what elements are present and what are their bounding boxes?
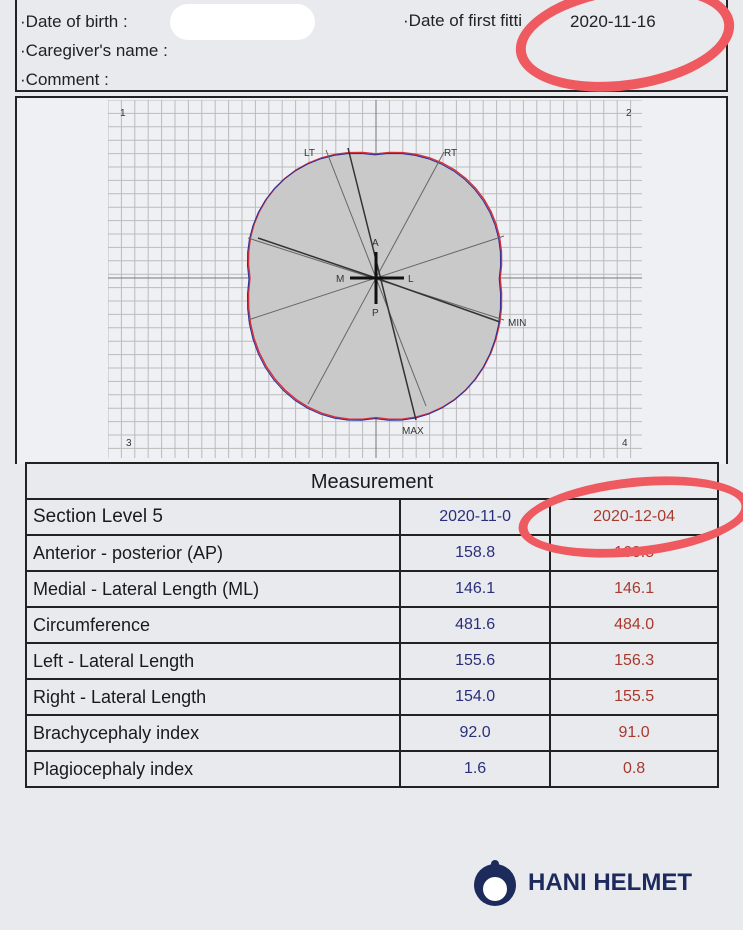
corner-1: 1 bbox=[120, 108, 126, 119]
section-label: Section Level 5 bbox=[25, 498, 401, 536]
measurement-table: Section Level 5 2020-11-0 2020-12-04 Ant… bbox=[25, 498, 719, 788]
head-contour-prior bbox=[247, 152, 502, 421]
table-row: Medial - Lateral Length (ML) 146.1 146.1 bbox=[25, 570, 719, 608]
value-1: 92.0 bbox=[398, 714, 552, 752]
value-2: 484.0 bbox=[549, 606, 719, 644]
label-max: MAX bbox=[402, 426, 424, 437]
label-m: M bbox=[336, 274, 344, 285]
row-label: Plagiocephaly index bbox=[25, 750, 401, 788]
head-shape-plot: 1 2 3 4 LT RT MIN MAX A P M L bbox=[108, 100, 642, 458]
table-row: Brachycephaly index 92.0 91.0 bbox=[25, 714, 719, 752]
first-fitting-value: 2020-11-16 bbox=[570, 12, 656, 31]
measurement-title: Measurement bbox=[25, 462, 719, 498]
label-min: MIN bbox=[508, 318, 526, 329]
value-1: 155.6 bbox=[398, 642, 552, 680]
table-row: Circumference 481.6 484.0 bbox=[25, 606, 719, 644]
value-2: 155.5 bbox=[549, 678, 719, 716]
date-column-1: 2020-11-0 bbox=[398, 498, 552, 536]
corner-2: 2 bbox=[626, 108, 632, 119]
table-row: Plagiocephaly index 1.6 0.8 bbox=[25, 750, 719, 788]
table-header-row: Section Level 5 2020-11-0 2020-12-04 bbox=[25, 498, 719, 536]
label-lt: LT bbox=[304, 148, 315, 159]
value-2: 156.3 bbox=[549, 642, 719, 680]
row-label: Circumference bbox=[25, 606, 401, 644]
caregiver-label: ·Caregiver's name : bbox=[20, 41, 168, 60]
table-row: Right - Lateral Length 154.0 155.5 bbox=[25, 678, 719, 716]
brand-logo: HANI HELMET bbox=[470, 858, 692, 908]
logo-text: HANI HELMET bbox=[528, 869, 692, 896]
label-a: A bbox=[372, 238, 379, 249]
patient-info-box bbox=[15, 0, 728, 92]
value-1: 481.6 bbox=[398, 606, 552, 644]
row-label: Medial - Lateral Length (ML) bbox=[25, 570, 401, 608]
value-2: 160.5 bbox=[549, 534, 719, 572]
date-column-2: 2020-12-04 bbox=[549, 498, 719, 536]
row-label: Left - Lateral Length bbox=[25, 642, 401, 680]
value-2: 0.8 bbox=[549, 750, 719, 788]
row-label: Right - Lateral Length bbox=[25, 678, 401, 716]
value-1: 146.1 bbox=[398, 570, 552, 608]
table-row: Anterior - posterior (AP) 158.8 160.5 bbox=[25, 534, 719, 572]
date-of-birth-label: ·Date of birth : bbox=[20, 12, 128, 31]
corner-4: 4 bbox=[622, 438, 628, 449]
helmet-logo-icon bbox=[474, 860, 516, 906]
value-1: 158.8 bbox=[398, 534, 552, 572]
redaction bbox=[170, 4, 315, 40]
label-rt: RT bbox=[444, 148, 457, 159]
table-row: Left - Lateral Length 155.6 156.3 bbox=[25, 642, 719, 680]
corner-3: 3 bbox=[126, 438, 132, 449]
value-1: 154.0 bbox=[398, 678, 552, 716]
value-2: 146.1 bbox=[549, 570, 719, 608]
value-2: 91.0 bbox=[549, 714, 719, 752]
value-1: 1.6 bbox=[398, 750, 552, 788]
row-label: Brachycephaly index bbox=[25, 714, 401, 752]
row-label: Anterior - posterior (AP) bbox=[25, 534, 401, 572]
label-l: L bbox=[408, 274, 414, 285]
label-p: P bbox=[372, 308, 379, 319]
comment-label: ·Comment : bbox=[20, 70, 109, 89]
first-fitting-label: ·Date of first fitti bbox=[403, 11, 523, 30]
